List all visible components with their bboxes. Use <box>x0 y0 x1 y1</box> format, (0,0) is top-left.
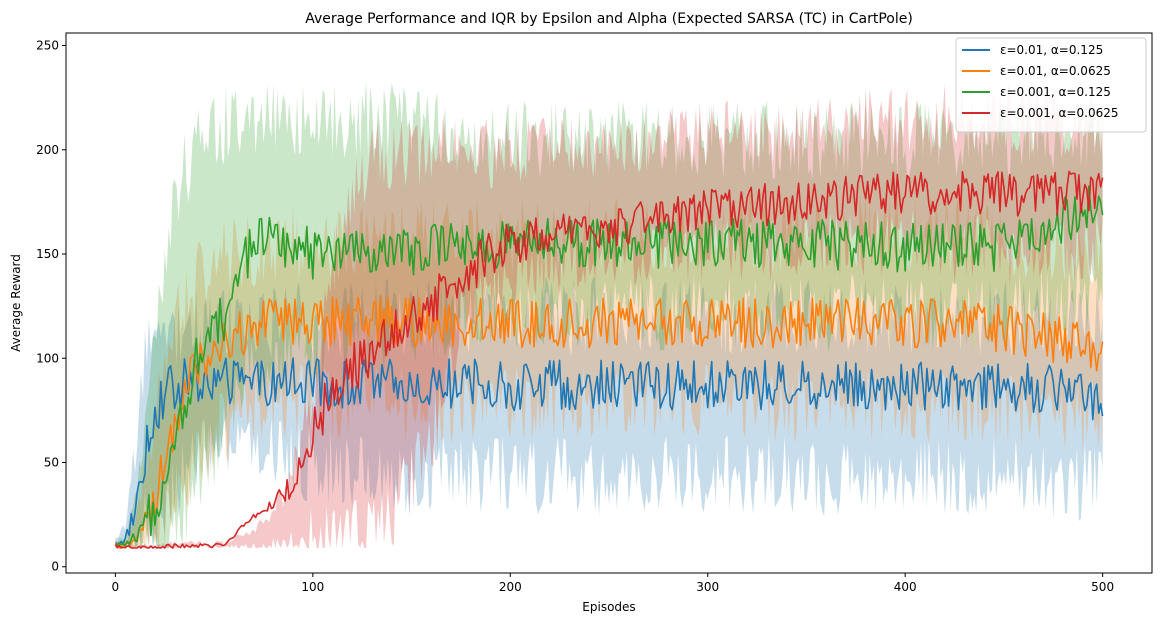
legend-entry-label: ε=0.001, α=0.125 <box>1000 85 1111 99</box>
x-axis: 0 100 200 300 400 500 <box>112 573 1114 594</box>
y-tick-label: 150 <box>36 247 59 261</box>
x-tick-label: 0 <box>112 580 120 594</box>
x-tick-label: 400 <box>894 580 917 594</box>
series-line-1 <box>115 357 1104 545</box>
iqr-band-series-4 <box>115 81 1103 548</box>
x-tick-label: 500 <box>1091 580 1114 594</box>
series-line-3 <box>115 185 1104 547</box>
series-line-2 <box>115 296 1104 549</box>
x-axis-label: Episodes <box>582 600 635 614</box>
legend: ε=0.01, α=0.125 ε=0.01, α=0.0625 ε=0.001, … <box>955 37 1147 133</box>
iqr-band-series-1 <box>115 276 1103 548</box>
y-tick-label: 250 <box>36 39 59 53</box>
iqr-band-series-3 <box>115 79 1103 549</box>
x-tick-label: 300 <box>696 580 719 594</box>
iqr-band-series-2 <box>115 193 1103 548</box>
y-tick-label: 200 <box>36 143 59 157</box>
legend-entry-label: ε=0.001, α=0.0625 <box>1000 106 1118 120</box>
legend-entry-label: ε=0.01, α=0.0625 <box>1000 64 1111 78</box>
plot-frame <box>65 32 1153 574</box>
x-tick-label: 200 <box>499 580 522 594</box>
y-tick-label: 50 <box>44 455 59 469</box>
series-line-4 <box>114 170 1104 549</box>
y-tick-label: 0 <box>51 560 59 574</box>
x-tick-label: 100 <box>301 580 324 594</box>
y-tick-label: 100 <box>36 351 59 365</box>
series-lines <box>114 170 1104 549</box>
y-axis-label: Average Reward <box>9 254 23 352</box>
legend-box <box>955 37 1147 133</box>
legend-entry-label: ε=0.01, α=0.125 <box>1000 43 1103 57</box>
chart-title: Average Performance and IQR by Epsilon a… <box>305 11 913 27</box>
y-axis: 0 50 100 150 200 250 <box>36 39 66 574</box>
iqr-bands <box>115 79 1103 549</box>
